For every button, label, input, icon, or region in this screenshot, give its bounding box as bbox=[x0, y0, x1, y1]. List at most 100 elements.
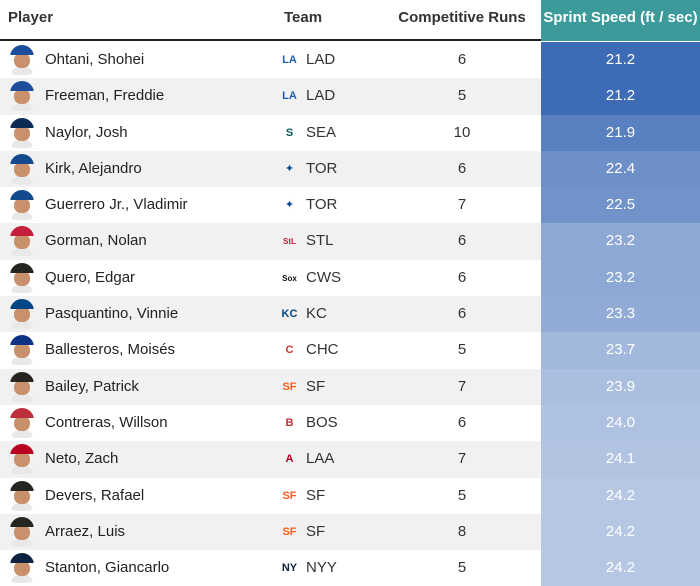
team-abbreviation: SEA bbox=[306, 123, 337, 141]
player-name[interactable]: Contreras, Willson bbox=[45, 413, 168, 431]
sprint-speed-value: 24.0 bbox=[541, 404, 700, 442]
competitive-runs-value: 7 bbox=[457, 196, 467, 214]
competitive-runs-value: 5 bbox=[457, 87, 467, 105]
table-row[interactable]: Neto, Zach A LAA 7 24.1 bbox=[0, 441, 700, 478]
competitive-runs-value: 8 bbox=[457, 522, 467, 540]
player-headshot bbox=[10, 299, 34, 330]
player-headshot bbox=[10, 226, 34, 257]
player-name[interactable]: Ohtani, Shohei bbox=[45, 51, 145, 68]
table-row[interactable]: Devers, Rafael SF SF 5 24.2 bbox=[0, 477, 700, 514]
column-header-team[interactable]: Team bbox=[284, 9, 323, 26]
table-row[interactable]: Bailey, Patrick SF SF 7 23.9 bbox=[0, 368, 700, 405]
player-headshot bbox=[10, 335, 34, 366]
team-abbreviation: TOR bbox=[306, 159, 338, 177]
player-headshot bbox=[10, 480, 34, 511]
competitive-runs-value: 10 bbox=[453, 123, 471, 141]
player-name[interactable]: Quero, Edgar bbox=[45, 268, 136, 286]
cardinals-logo-icon: StL bbox=[283, 237, 296, 247]
table-row[interactable]: Contreras, Willson B BOS 6 24.0 bbox=[0, 404, 700, 442]
table-row[interactable]: Ballesteros, Moisés C CHC 5 23.7 bbox=[0, 332, 700, 369]
column-header-sprint-speed[interactable]: Sprint Speed (ft / sec) bbox=[541, 0, 700, 41]
player-name[interactable]: Devers, Rafael bbox=[45, 486, 145, 504]
sprint-speed-value: 21.2 bbox=[541, 42, 700, 79]
sprint-speed-value: 24.2 bbox=[541, 550, 700, 586]
player-headshot bbox=[10, 81, 34, 112]
player-name[interactable]: Pasquantino, Vinnie bbox=[45, 305, 179, 323]
team-abbreviation: NYY bbox=[306, 559, 337, 577]
bluejays-logo-icon: ✦ bbox=[284, 162, 295, 175]
team-abbreviation: LAA bbox=[306, 450, 335, 468]
competitive-runs-value: 6 bbox=[457, 413, 467, 431]
team-abbreviation: LAD bbox=[306, 51, 336, 68]
team-abbreviation: SF bbox=[306, 522, 326, 540]
table-row[interactable]: Guerrero Jr., Vladimir ✦ TOR 7 22.5 bbox=[0, 187, 700, 224]
sprint-speed-value: 22.4 bbox=[541, 150, 700, 188]
player-headshot bbox=[10, 516, 34, 547]
competitive-runs-value: 6 bbox=[457, 51, 467, 68]
team-abbreviation: CWS bbox=[306, 268, 341, 286]
team-abbreviation: SF bbox=[306, 377, 326, 395]
team-abbreviation: TOR bbox=[306, 196, 338, 214]
team-abbreviation: SF bbox=[306, 486, 326, 504]
player-headshot bbox=[10, 190, 34, 221]
team-abbreviation: KC bbox=[306, 305, 327, 323]
player-headshot bbox=[10, 553, 34, 584]
table-row[interactable]: Naylor, Josh S SEA 10 21.9 bbox=[0, 114, 700, 151]
sprint-speed-value: 21.9 bbox=[541, 114, 700, 151]
table-row[interactable]: Gorman, Nolan StL STL 6 23.2 bbox=[0, 223, 700, 260]
giants-logo-icon: SF bbox=[282, 525, 297, 538]
table-row[interactable]: Stanton, Giancarlo NY NYY 5 24.2 bbox=[0, 550, 700, 586]
royals-logo-icon: KC bbox=[281, 308, 298, 321]
redsox-logo-icon: B bbox=[285, 416, 294, 429]
competitive-runs-value: 7 bbox=[457, 450, 467, 468]
yankees-logo-icon: NY bbox=[281, 562, 298, 575]
competitive-runs-value: 5 bbox=[457, 341, 467, 359]
sprint-speed-value: 23.9 bbox=[541, 368, 700, 405]
competitive-runs-value: 6 bbox=[457, 268, 467, 286]
competitive-runs-value: 7 bbox=[457, 377, 467, 395]
angels-logo-icon: A bbox=[285, 453, 294, 466]
column-header-runs[interactable]: Competitive Runs bbox=[398, 9, 526, 26]
sprint-speed-value: 24.2 bbox=[541, 477, 700, 514]
sprint-speed-value: 23.2 bbox=[541, 223, 700, 260]
sprint-speed-value: 22.5 bbox=[541, 187, 700, 224]
player-headshot bbox=[10, 117, 34, 148]
player-name[interactable]: Guerrero Jr., Vladimir bbox=[45, 196, 188, 214]
team-abbreviation: STL bbox=[306, 232, 334, 250]
player-name[interactable]: Naylor, Josh bbox=[45, 123, 128, 141]
player-headshot bbox=[10, 153, 34, 184]
player-name[interactable]: Gorman, Nolan bbox=[45, 232, 147, 250]
player-name[interactable]: Stanton, Giancarlo bbox=[45, 559, 170, 577]
table-row[interactable]: Quero, Edgar Sox CWS 6 23.2 bbox=[0, 259, 700, 297]
player-name[interactable]: Ballesteros, Moisés bbox=[45, 341, 176, 359]
sprint-speed-value: 24.1 bbox=[541, 441, 700, 478]
team-abbreviation: CHC bbox=[306, 341, 339, 359]
table-row[interactable]: Arraez, Luis SF SF 8 24.2 bbox=[0, 513, 700, 551]
player-name[interactable]: Neto, Zach bbox=[45, 450, 119, 468]
player-headshot bbox=[10, 45, 34, 75]
player-headshot bbox=[10, 371, 34, 402]
whitesox-logo-icon: Sox bbox=[282, 273, 297, 283]
table-row[interactable]: Kirk, Alejandro ✦ TOR 6 22.4 bbox=[0, 150, 700, 188]
sprint-speed-value: 23.3 bbox=[541, 296, 700, 333]
giants-logo-icon: SF bbox=[282, 380, 297, 393]
table-row[interactable]: Freeman, Freddie LA LAD 5 21.2 bbox=[0, 78, 700, 115]
cubs-logo-icon: C bbox=[285, 344, 294, 357]
competitive-runs-value: 5 bbox=[457, 486, 467, 504]
player-name[interactable]: Freeman, Freddie bbox=[45, 87, 165, 105]
team-abbreviation: LAD bbox=[306, 87, 336, 105]
player-name[interactable]: Arraez, Luis bbox=[45, 522, 126, 540]
table-body: Ohtani, Shohei LA LAD 6 21.2 Freeman, Freddie… bbox=[0, 42, 700, 586]
competitive-runs-value: 6 bbox=[457, 305, 467, 323]
competitive-runs-value: 5 bbox=[457, 559, 467, 577]
dodgers-logo-icon: LA bbox=[282, 54, 297, 66]
table-row[interactable]: Ohtani, Shohei LA LAD 6 21.2 bbox=[0, 42, 700, 79]
player-name[interactable]: Bailey, Patrick bbox=[45, 377, 139, 395]
player-headshot bbox=[10, 262, 34, 293]
table-row[interactable]: Pasquantino, Vinnie KC KC 6 23.3 bbox=[0, 296, 700, 333]
column-header-player[interactable]: Player bbox=[8, 9, 54, 26]
competitive-runs-value: 6 bbox=[457, 232, 467, 250]
player-name[interactable]: Kirk, Alejandro bbox=[45, 159, 142, 177]
bluejays-logo-icon: ✦ bbox=[284, 199, 295, 212]
